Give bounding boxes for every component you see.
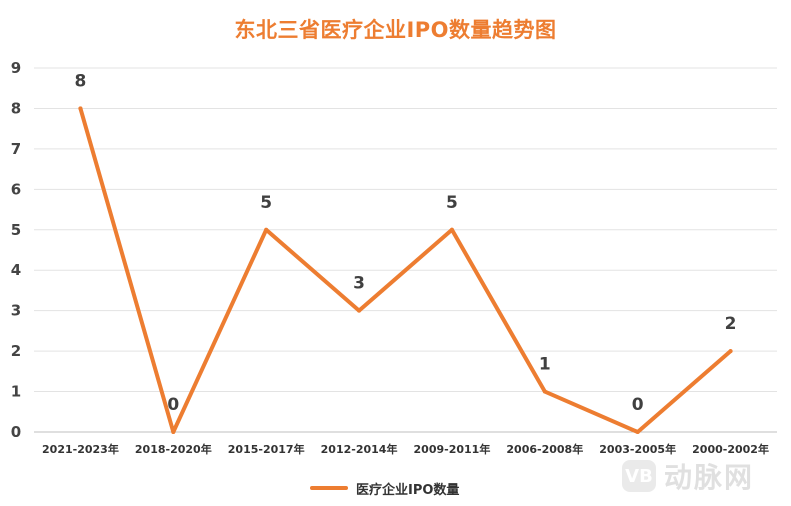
y-tick-label: 8 xyxy=(11,99,21,117)
x-tick-label: 2003-2005年 xyxy=(599,442,676,456)
watermark-text: 动脉网 xyxy=(664,461,755,494)
data-point xyxy=(264,227,269,232)
watermark-logo: VB xyxy=(622,460,656,492)
series-line xyxy=(78,106,733,434)
x-tick-label: 2000-2002年 xyxy=(692,442,769,456)
data-label: 5 xyxy=(446,193,458,213)
x-tick-label: 2006-2008年 xyxy=(506,442,583,456)
x-tick-label: 2015-2017年 xyxy=(228,442,305,456)
y-tick-label: 1 xyxy=(11,383,21,401)
watermark: VB 动脉网 xyxy=(622,456,754,496)
x-tick-label: 2021-2023年 xyxy=(42,442,119,456)
data-point xyxy=(542,389,547,394)
x-axis: 2021-2023年 2018-2020年 2015-2017年 2012-2014年… xyxy=(42,442,769,456)
data-point xyxy=(78,106,83,111)
data-label: 0 xyxy=(632,395,644,415)
data-point xyxy=(357,308,362,313)
series-layer xyxy=(78,106,733,434)
y-tick-label: 9 xyxy=(11,59,21,77)
x-tick-label: 2018-2020年 xyxy=(135,442,212,456)
gridlines xyxy=(34,67,777,433)
data-label: 5 xyxy=(260,193,272,213)
y-tick-label: 3 xyxy=(11,302,21,320)
data-label: 2 xyxy=(725,314,737,334)
data-labels: 8 0 5 3 5 1 0 2 xyxy=(75,71,737,415)
data-label: 0 xyxy=(167,395,179,415)
data-label: 1 xyxy=(539,355,551,375)
y-tick-label: 5 xyxy=(11,221,21,239)
data-point xyxy=(449,227,454,232)
x-tick-label: 2012-2014年 xyxy=(321,442,398,456)
data-point xyxy=(171,430,176,434)
data-point xyxy=(728,349,733,354)
x-tick-label: 2009-2011年 xyxy=(414,442,491,456)
y-tick-label: 6 xyxy=(11,180,21,198)
data-label: 8 xyxy=(75,71,87,91)
legend-label: 医疗企业IPO数量 xyxy=(356,482,460,498)
y-axis: 0 1 2 3 4 5 6 7 8 9 xyxy=(11,59,21,441)
data-point xyxy=(635,430,640,434)
y-tick-label: 7 xyxy=(11,140,21,158)
y-tick-label: 0 xyxy=(11,423,21,441)
y-tick-label: 2 xyxy=(11,342,21,360)
data-label: 3 xyxy=(353,274,365,294)
legend-swatch xyxy=(310,486,348,490)
chart-title: 东北三省医疗企业IPO数量趋势图 xyxy=(234,18,557,42)
y-tick-label: 4 xyxy=(11,261,21,279)
legend: 医疗企业IPO数量 xyxy=(310,478,459,498)
